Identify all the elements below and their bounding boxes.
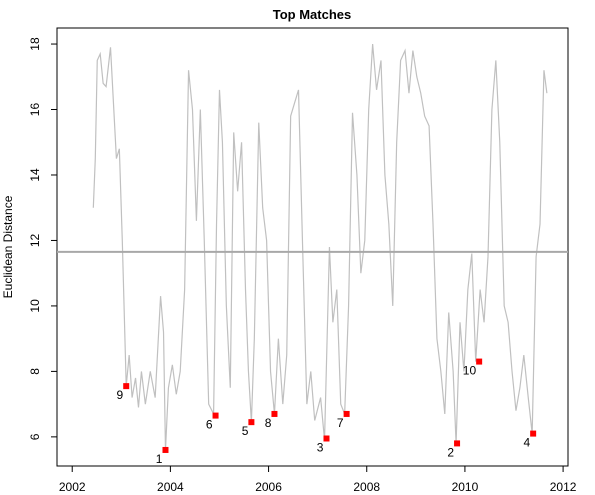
match-label: 3 <box>317 441 324 455</box>
y-tick-label: 12 <box>28 233 42 247</box>
match-label: 8 <box>265 416 272 430</box>
match-label: 5 <box>242 424 249 438</box>
match-marker <box>123 383 130 390</box>
y-axis-label: Euclidean Distance <box>1 195 15 298</box>
match-marker <box>162 446 169 453</box>
match-label: 1 <box>156 452 163 466</box>
match-marker <box>454 440 461 447</box>
match-marker <box>343 410 350 417</box>
y-tick-label: 10 <box>28 299 42 313</box>
y-tick-label: 8 <box>28 368 42 375</box>
match-marker <box>212 412 219 419</box>
match-marker <box>271 410 278 417</box>
match-marker <box>248 419 255 426</box>
match-label: 10 <box>463 364 477 378</box>
x-tick-label: 2004 <box>157 480 184 494</box>
y-tick-label: 14 <box>28 168 42 182</box>
x-tick-label: 2002 <box>59 480 86 494</box>
y-tick-label: 16 <box>28 103 42 117</box>
chart-title: Top Matches <box>273 7 352 22</box>
x-tick-label: 2010 <box>452 480 479 494</box>
y-tick-label: 18 <box>28 37 42 51</box>
match-label: 4 <box>523 436 530 450</box>
x-tick-label: 2006 <box>255 480 282 494</box>
match-label: 2 <box>447 445 454 459</box>
y-tick-label: 6 <box>28 433 42 440</box>
x-tick-label: 2008 <box>353 480 380 494</box>
match-marker <box>323 435 330 442</box>
series-line <box>92 43 548 450</box>
match-marker <box>530 430 537 437</box>
match-marker <box>476 358 483 365</box>
match-label: 9 <box>117 388 124 402</box>
match-label: 6 <box>206 418 213 432</box>
x-tick-label: 2012 <box>550 480 577 494</box>
plot-box <box>56 27 569 467</box>
match-label: 7 <box>337 416 344 430</box>
